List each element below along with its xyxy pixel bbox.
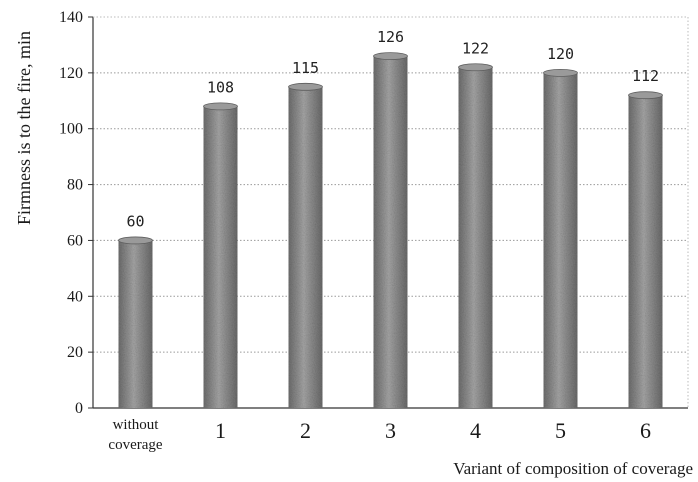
bars (118, 52, 663, 409)
bar (543, 68, 578, 408)
y-tick-label: 80 (67, 177, 83, 194)
y-tick-label: 100 (59, 121, 83, 138)
bar (203, 102, 238, 408)
bar-body (118, 240, 153, 408)
bar (118, 236, 153, 408)
x-tick-label: coverage (108, 437, 162, 453)
bar-body (288, 86, 323, 409)
bar-top (118, 236, 153, 245)
bar (373, 52, 408, 408)
x-tick-label: 1 (215, 418, 226, 443)
y-tick-label: 40 (67, 288, 83, 305)
bar (288, 82, 323, 409)
y-tick-label: 120 (59, 65, 83, 82)
data-label: 112 (632, 67, 659, 85)
bar (458, 63, 493, 409)
x-tick-label: without (113, 417, 160, 433)
y-axis-label: Firmness is to the fire, min (14, 31, 34, 225)
data-label: 115 (292, 59, 319, 77)
axes (88, 16, 689, 409)
tick-labels: 0 20 40 60 80 100 120 140 without coverage 1 2 3 4 5 6 (59, 9, 651, 453)
bar-top (288, 82, 323, 91)
bar-body (543, 72, 578, 408)
data-label: 108 (207, 78, 234, 96)
y-tick-label: 20 (67, 344, 83, 361)
x-tick-label: 4 (470, 418, 481, 443)
data-labels: 60 108 115 126 122 120 112 (126, 28, 659, 230)
bar-body (458, 67, 493, 409)
bar-top (628, 91, 663, 100)
y-tick-label: 140 (59, 9, 83, 26)
data-label: 122 (462, 39, 489, 57)
bar-top (373, 52, 408, 60)
bar-body (628, 95, 663, 408)
x-tick-label: 5 (555, 418, 566, 443)
x-tick-label: 2 (300, 418, 311, 443)
data-label: 60 (126, 212, 144, 230)
bar-top (203, 102, 238, 111)
x-tick-label: 3 (385, 418, 396, 443)
data-label: 120 (547, 45, 574, 63)
x-axis-label: Variant of composition of coverage (453, 459, 693, 478)
y-tick-label: 60 (67, 232, 83, 249)
bar-top (458, 63, 493, 72)
x-tick-label: 6 (640, 418, 651, 443)
bar-top (543, 68, 578, 77)
bar (628, 91, 663, 408)
y-tick-label: 0 (75, 400, 83, 417)
bar-body (373, 56, 408, 408)
bar-body (203, 106, 238, 408)
data-label: 126 (377, 28, 404, 46)
